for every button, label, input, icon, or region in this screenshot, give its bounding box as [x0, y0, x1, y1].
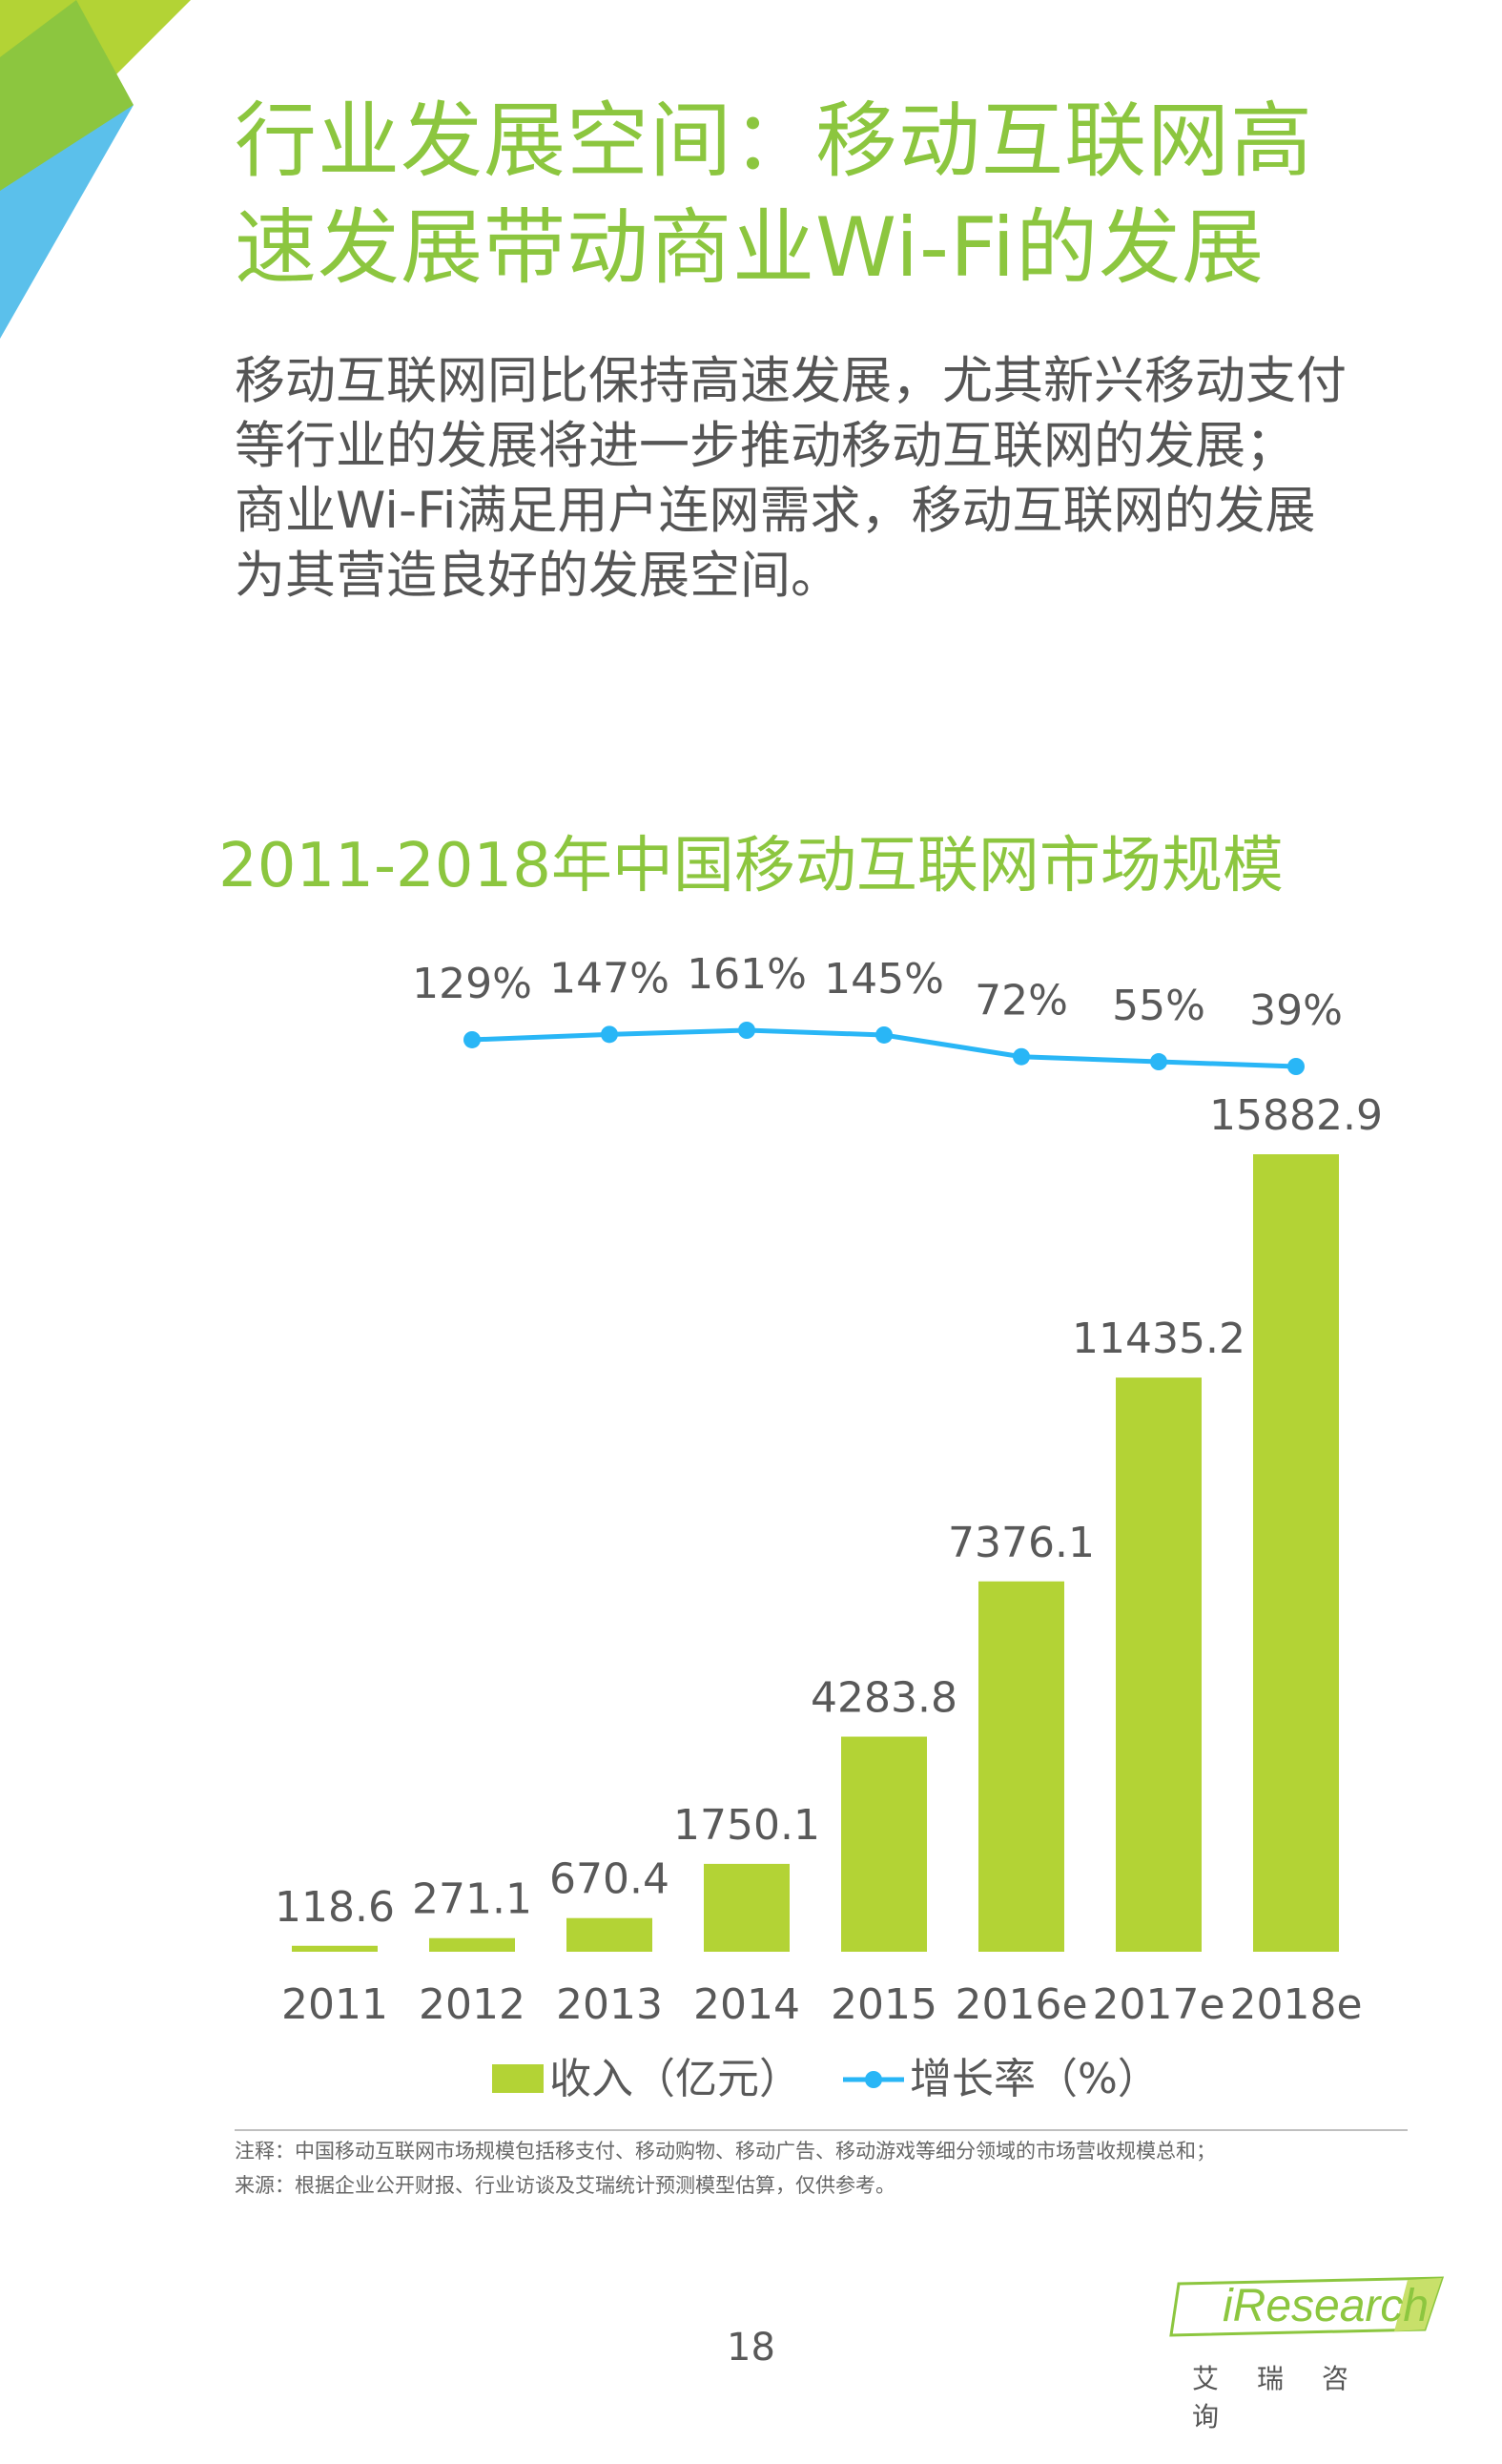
- bar-2013: [566, 1917, 652, 1952]
- summary-line-1: 移动互联网同比保持高速发展，尤其新兴移动支付: [235, 352, 1347, 410]
- logo-cn-text: 艾瑞咨询: [1192, 2363, 1388, 2433]
- growth-point-2016e: [1013, 1047, 1030, 1066]
- bar-value-label-2014: 1750.1: [673, 1801, 820, 1850]
- bar-value-label-2012: 271.1: [412, 1875, 532, 1924]
- x-tick-label-2017e: 2017e: [1092, 1980, 1224, 2029]
- legend-bar-swatch: [492, 2064, 544, 2093]
- summary-text: 移动互联网同比保持高速发展，尤其新兴移动支付 等行业的发展将进一步推动移动互联网…: [235, 349, 1427, 609]
- legend-line-label: 增长率（%）: [910, 2055, 1160, 2103]
- page-number: 18: [727, 2326, 775, 2370]
- summary-line-2: 等行业的发展将进一步推动移动互联网的发展；: [235, 417, 1296, 475]
- bar-2016e: [978, 1581, 1064, 1952]
- bar-2018e: [1253, 1154, 1339, 1952]
- bar-2015: [841, 1736, 927, 1952]
- page-title: 行业发展空间：移动互联网高 速发展带动商业Wi-Fi的发展: [235, 88, 1313, 301]
- x-tick-label-2014: 2014: [693, 1980, 800, 2029]
- logo-brand-text: iResearch: [1223, 2281, 1430, 2331]
- summary-line-3: 商业Wi-Fi满足用户连网需求，移动互联网的发展: [235, 482, 1316, 540]
- x-tick-label-2012: 2012: [419, 1980, 525, 2029]
- x-tick-label-2013: 2013: [556, 1980, 663, 2029]
- growth-point-2012: [463, 1030, 481, 1048]
- bar-2014: [704, 1863, 790, 1952]
- market-size-chart: 118.6 2011 271.1 2012 670.4 2013 1750.1 2014 428…: [275, 950, 1383, 2103]
- bar-value-label-2017e: 11435.2: [1072, 1315, 1245, 1363]
- chart-title: 2011-2018年中国移动互联网市场规模: [218, 831, 1284, 901]
- x-tick-label-2016e: 2016e: [955, 1980, 1087, 2029]
- growth-label-2012: 129%: [412, 960, 532, 1008]
- x-tick-label-2018e: 2018e: [1229, 1980, 1362, 2029]
- growth-label-2013: 147%: [549, 954, 669, 1003]
- bar-2012: [429, 1937, 515, 1952]
- footer-divider: [235, 2129, 1408, 2131]
- logo-banner-icon: [1169, 2276, 1445, 2337]
- bar-value-label-2015: 4283.8: [811, 1674, 957, 1723]
- growth-point-2013: [601, 1025, 618, 1044]
- summary-line-4: 为其营造良好的发展空间。: [235, 547, 841, 605]
- legend-line-marker: [865, 2071, 882, 2088]
- bar-value-label-2018e: 15882.9: [1209, 1091, 1383, 1140]
- growth-point-2014: [738, 1022, 755, 1039]
- growth-point-2017e: [1150, 1053, 1167, 1071]
- x-tick-label-2015: 2015: [831, 1980, 937, 2029]
- growth-label-2014: 161%: [687, 950, 807, 999]
- footer-source: 来源：根据企业公开财报、行业访谈及艾瑞统计预测模型估算，仅供参考。: [235, 2174, 895, 2197]
- growth-point-2015: [875, 1025, 893, 1044]
- title-line-2: 速发展带动商业Wi-Fi的发展: [235, 200, 1265, 296]
- growth-label-2016e: 72%: [975, 977, 1068, 1025]
- growth-point-2018e: [1287, 1058, 1305, 1075]
- corner-decoration: [0, 0, 191, 339]
- growth-label-2017e: 55%: [1112, 982, 1205, 1030]
- x-tick-label-2011: 2011: [281, 1980, 388, 2029]
- bar-value-label-2016e: 7376.1: [948, 1519, 1095, 1567]
- title-line-1: 行业发展空间：移动互联网高: [235, 93, 1313, 189]
- bar-value-label-2013: 670.4: [549, 1855, 669, 1904]
- growth-label-2018e: 39%: [1249, 986, 1343, 1035]
- bar-2011: [292, 1945, 378, 1952]
- iresearch-logo: iResearch 艾瑞咨询: [1169, 2267, 1446, 2433]
- legend-bar-label: 收入（亿元）: [549, 2055, 801, 2103]
- bar-2017e: [1116, 1377, 1202, 1952]
- growth-label-2015: 145%: [824, 955, 944, 1004]
- footer-note: 注释：中国移动互联网市场规模包括移支付、移动购物、移动广告、移动游戏等细分领域的…: [235, 2140, 1216, 2163]
- bar-value-label-2011: 118.6: [275, 1883, 395, 1932]
